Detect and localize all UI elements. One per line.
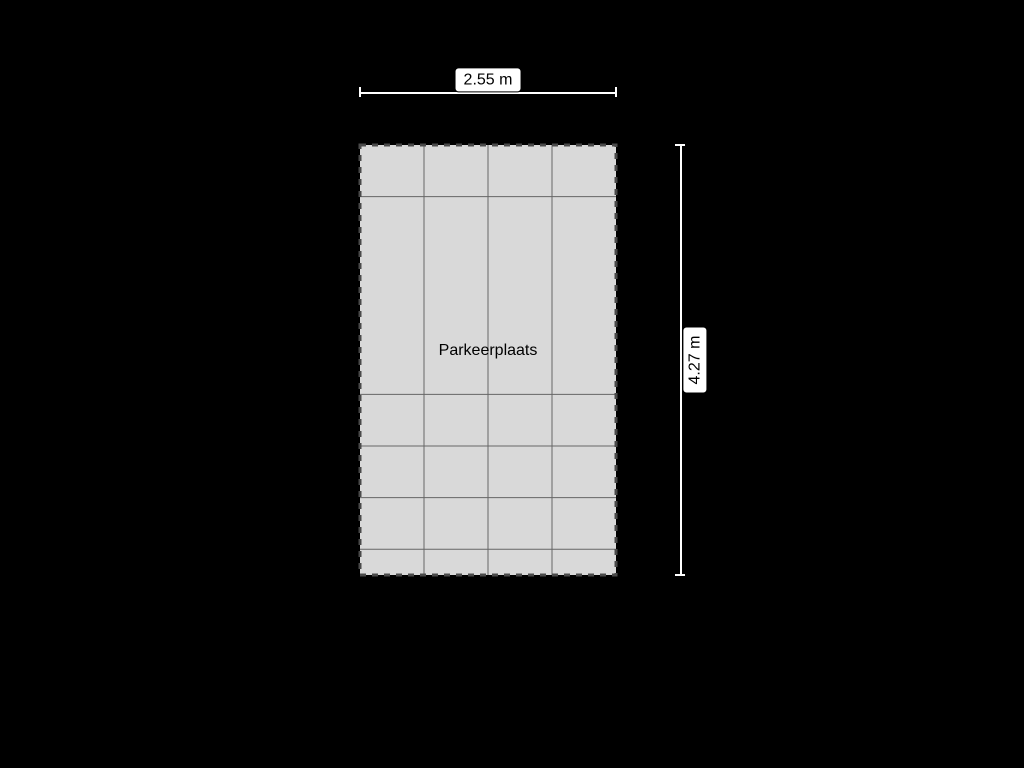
dimension-top-tick-left — [359, 87, 361, 97]
dimension-right-tick-top — [675, 144, 685, 146]
dimension-height-label: 4.27 m — [682, 327, 707, 394]
dimension-top-tick-right — [615, 87, 617, 97]
plan-label: Parkeerplaats — [439, 342, 538, 360]
dimension-right-tick-bottom — [675, 574, 685, 576]
dimension-width-label: 2.55 m — [455, 67, 522, 92]
